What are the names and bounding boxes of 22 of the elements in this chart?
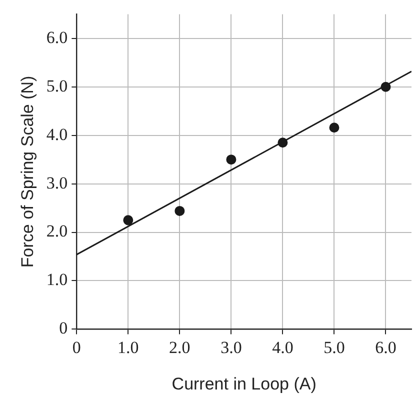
- y-tick-label: 3.0: [46, 173, 68, 192]
- x-tick-label: 0: [72, 338, 81, 357]
- y-tick-label: 4.0: [46, 124, 68, 144]
- x-axis-title: Current in Loop (A): [172, 374, 316, 394]
- y-tick-label: 0: [59, 318, 68, 338]
- x-tick-label: 1.0: [118, 338, 139, 357]
- point: [278, 138, 288, 148]
- point: [380, 82, 391, 92]
- point: [226, 154, 236, 165]
- y-axis-title: Force of Spring Scale (N): [18, 76, 37, 268]
- point: [329, 122, 340, 133]
- point: [174, 206, 185, 216]
- y-tick-label: 5.0: [46, 76, 68, 96]
- y-tick-label: 1.0: [46, 270, 68, 290]
- x-tick-label: 4.0: [272, 338, 294, 357]
- x-tick-label: 3.0: [220, 338, 242, 357]
- x-tick-label: 2.0: [169, 338, 190, 357]
- y-tick-label: 2.0: [46, 222, 68, 241]
- x-tick-label: 6.0: [375, 338, 396, 357]
- y-tick-label: 6.0: [46, 28, 68, 47]
- point: [123, 215, 134, 226]
- x-tick-label: 5.0: [324, 338, 345, 357]
